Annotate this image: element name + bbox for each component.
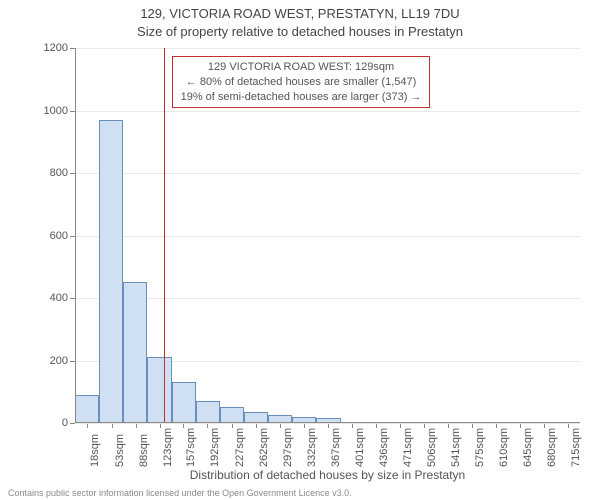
y-tick-label: 400 xyxy=(50,292,68,304)
histogram-plot: 129 VICTORIA ROAD WEST: 129sqm← 80% of d… xyxy=(75,48,580,423)
gridline xyxy=(75,173,580,174)
gridline xyxy=(75,298,580,299)
reference-line xyxy=(164,48,165,423)
y-tick-label: 600 xyxy=(50,230,68,242)
histogram-bar xyxy=(147,357,171,423)
histogram-bar xyxy=(220,407,244,423)
histogram-bar xyxy=(172,382,196,423)
y-axis-line xyxy=(75,48,76,423)
gridline xyxy=(75,48,580,49)
page-title-line1: 129, VICTORIA ROAD WEST, PRESTATYN, LL19… xyxy=(0,6,600,21)
y-tick-label: 800 xyxy=(50,167,68,179)
gridline xyxy=(75,236,580,237)
footer-attribution: Contains public sector information licen… xyxy=(8,489,352,498)
annotation-line: 129 VICTORIA ROAD WEST: 129sqm xyxy=(181,60,422,75)
gridline xyxy=(75,423,580,424)
y-tick-label: 0 xyxy=(62,417,68,429)
annotation-line: ← 80% of detached houses are smaller (1,… xyxy=(181,75,422,90)
histogram-bar xyxy=(123,282,147,423)
footer-line2: Contains public sector information licen… xyxy=(8,488,352,498)
y-tick-label: 200 xyxy=(50,355,68,367)
histogram-bar xyxy=(75,395,99,423)
x-axis-title: Distribution of detached houses by size … xyxy=(75,468,580,482)
gridline xyxy=(75,111,580,112)
y-tick-label: 1000 xyxy=(44,105,68,117)
histogram-bar xyxy=(196,401,220,423)
histogram-bar xyxy=(99,120,123,423)
annotation-line: 19% of semi-detached houses are larger (… xyxy=(181,90,422,105)
y-tick-label: 1200 xyxy=(44,42,68,54)
annotation-box: 129 VICTORIA ROAD WEST: 129sqm← 80% of d… xyxy=(172,56,431,109)
page-title-line2: Size of property relative to detached ho… xyxy=(0,24,600,39)
x-axis-line xyxy=(75,422,580,423)
